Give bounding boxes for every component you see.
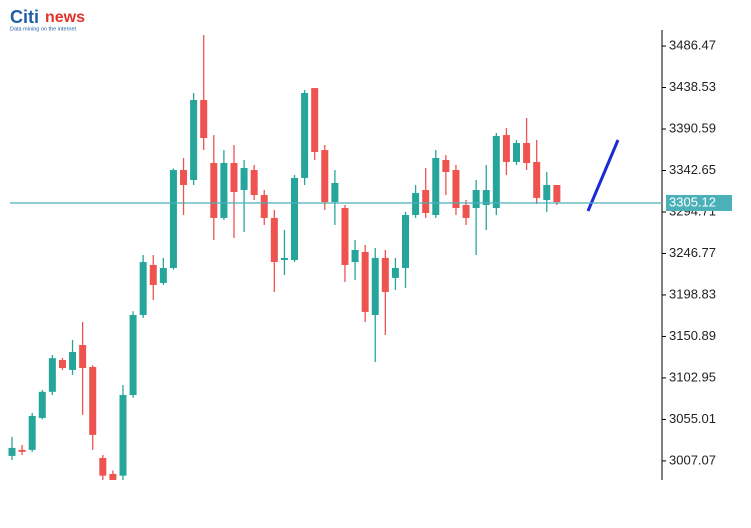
candle-body — [8, 447, 16, 456]
candle-body — [28, 415, 36, 450]
candle-body — [432, 157, 440, 216]
y-tick-label: 3486.47 — [669, 37, 716, 52]
price-line: 3305.12 — [10, 194, 732, 211]
candle-body — [119, 395, 127, 476]
y-tick-label: 3055.01 — [669, 411, 716, 426]
candle-body — [291, 177, 299, 261]
candle-body — [109, 473, 117, 480]
candle-body — [543, 184, 551, 200]
logo-suffix: news — [45, 9, 85, 26]
candles — [8, 35, 561, 480]
logo-tagline: Data mining on the internet — [10, 26, 77, 32]
y-tick-label: 3102.95 — [669, 369, 716, 384]
candle-body — [260, 195, 268, 218]
y-tick-label: 3390.59 — [669, 120, 716, 135]
candle-body — [159, 267, 167, 283]
candle-body — [220, 163, 228, 218]
candle-body — [270, 217, 278, 263]
y-tick-label: 3438.53 — [669, 79, 716, 94]
candle-body — [341, 208, 349, 265]
candle-body — [422, 190, 430, 214]
logo-brand: Citi — [10, 7, 39, 27]
candle-body — [361, 251, 369, 312]
candle-body — [311, 88, 319, 153]
candle-body — [351, 249, 359, 263]
trend-arrow — [586, 139, 620, 212]
y-tick-label: 3007.07 — [669, 452, 716, 467]
candle-body — [381, 257, 389, 292]
candle-body — [280, 257, 288, 261]
candle-body — [391, 267, 399, 278]
candle-body — [139, 262, 147, 315]
candle-body — [412, 193, 420, 216]
candle-body — [69, 352, 77, 370]
candle-body — [129, 314, 137, 396]
candle-body — [492, 136, 500, 209]
candle-body — [200, 100, 208, 138]
candle-body — [301, 93, 309, 178]
candle-body — [321, 150, 329, 203]
logo: Citi news Data mining on the internet — [10, 7, 85, 33]
candle-body — [462, 204, 470, 218]
candle-body — [38, 391, 46, 418]
price-label-box — [666, 194, 732, 211]
candle-body — [523, 143, 531, 164]
y-tick-label: 3342.65 — [669, 162, 716, 177]
candle-body — [180, 170, 188, 185]
candle-body — [482, 190, 490, 205]
y-ticks: 3486.473438.533390.593342.653294.713246.… — [662, 37, 716, 467]
candle-body — [149, 264, 157, 285]
candle-body — [79, 345, 87, 369]
price-label: 3305.12 — [669, 194, 716, 209]
candle-body — [371, 257, 379, 315]
y-tick-label: 3198.83 — [669, 286, 716, 301]
candle-body — [502, 135, 510, 162]
candle-body — [472, 190, 480, 209]
candle-body — [99, 457, 107, 476]
candle-body — [210, 163, 218, 218]
candle-body — [89, 366, 97, 435]
candle-body — [331, 183, 339, 203]
candle-body — [533, 161, 541, 198]
candle-body — [553, 184, 561, 203]
candle-body — [58, 359, 66, 369]
candle-body — [169, 170, 177, 268]
y-tick-label: 3246.77 — [669, 245, 716, 260]
candle-body — [442, 159, 450, 173]
candle-body — [48, 358, 56, 392]
candle-body — [240, 168, 248, 191]
candle-body — [452, 170, 460, 209]
y-tick-label: 3150.89 — [669, 328, 716, 343]
candle-body — [513, 143, 520, 162]
candle-body — [250, 170, 258, 196]
candle-body — [18, 449, 26, 452]
candle-body — [402, 215, 410, 268]
candle-body — [190, 100, 198, 180]
candle-body — [230, 163, 238, 192]
